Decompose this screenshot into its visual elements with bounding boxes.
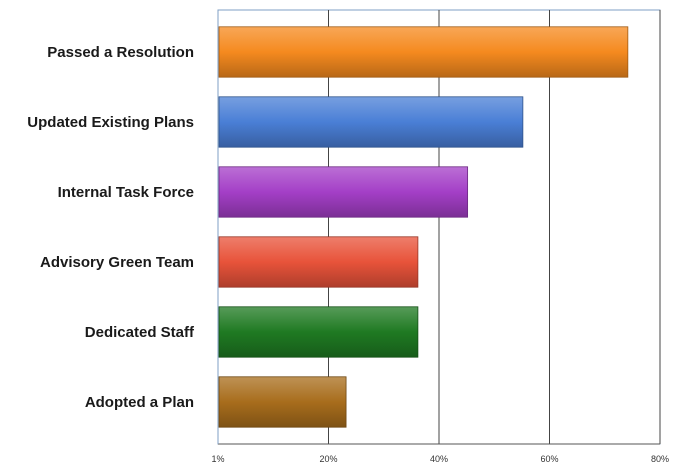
- x-tick-label-2: 40%: [430, 454, 448, 464]
- category-label-4: Dedicated Staff: [85, 324, 195, 341]
- category-label-3: Advisory Green Team: [40, 254, 194, 271]
- x-tick-label-4: 80%: [651, 454, 669, 464]
- x-tick-label-1: 20%: [319, 454, 337, 464]
- x-tick-label-3: 60%: [540, 454, 558, 464]
- gridlines: [328, 10, 661, 444]
- bars: [218, 26, 629, 428]
- category-labels: Passed a Resolution Updated Existing Plan…: [27, 44, 195, 411]
- bar-0: [218, 26, 629, 78]
- bar-5: [218, 376, 347, 428]
- x-tick-label-0: 1%: [211, 454, 224, 464]
- bar-1: [218, 96, 524, 148]
- category-label-5: Adopted a Plan: [85, 394, 194, 411]
- bar-2: [218, 166, 469, 218]
- bar-4: [218, 306, 419, 358]
- category-label-0: Passed a Resolution: [47, 44, 194, 61]
- x-tick-labels: 1% 20% 40% 60% 80%: [211, 454, 669, 464]
- bar-3: [218, 236, 419, 288]
- category-label-1: Updated Existing Plans: [27, 114, 194, 131]
- category-label-2: Internal Task Force: [58, 184, 194, 201]
